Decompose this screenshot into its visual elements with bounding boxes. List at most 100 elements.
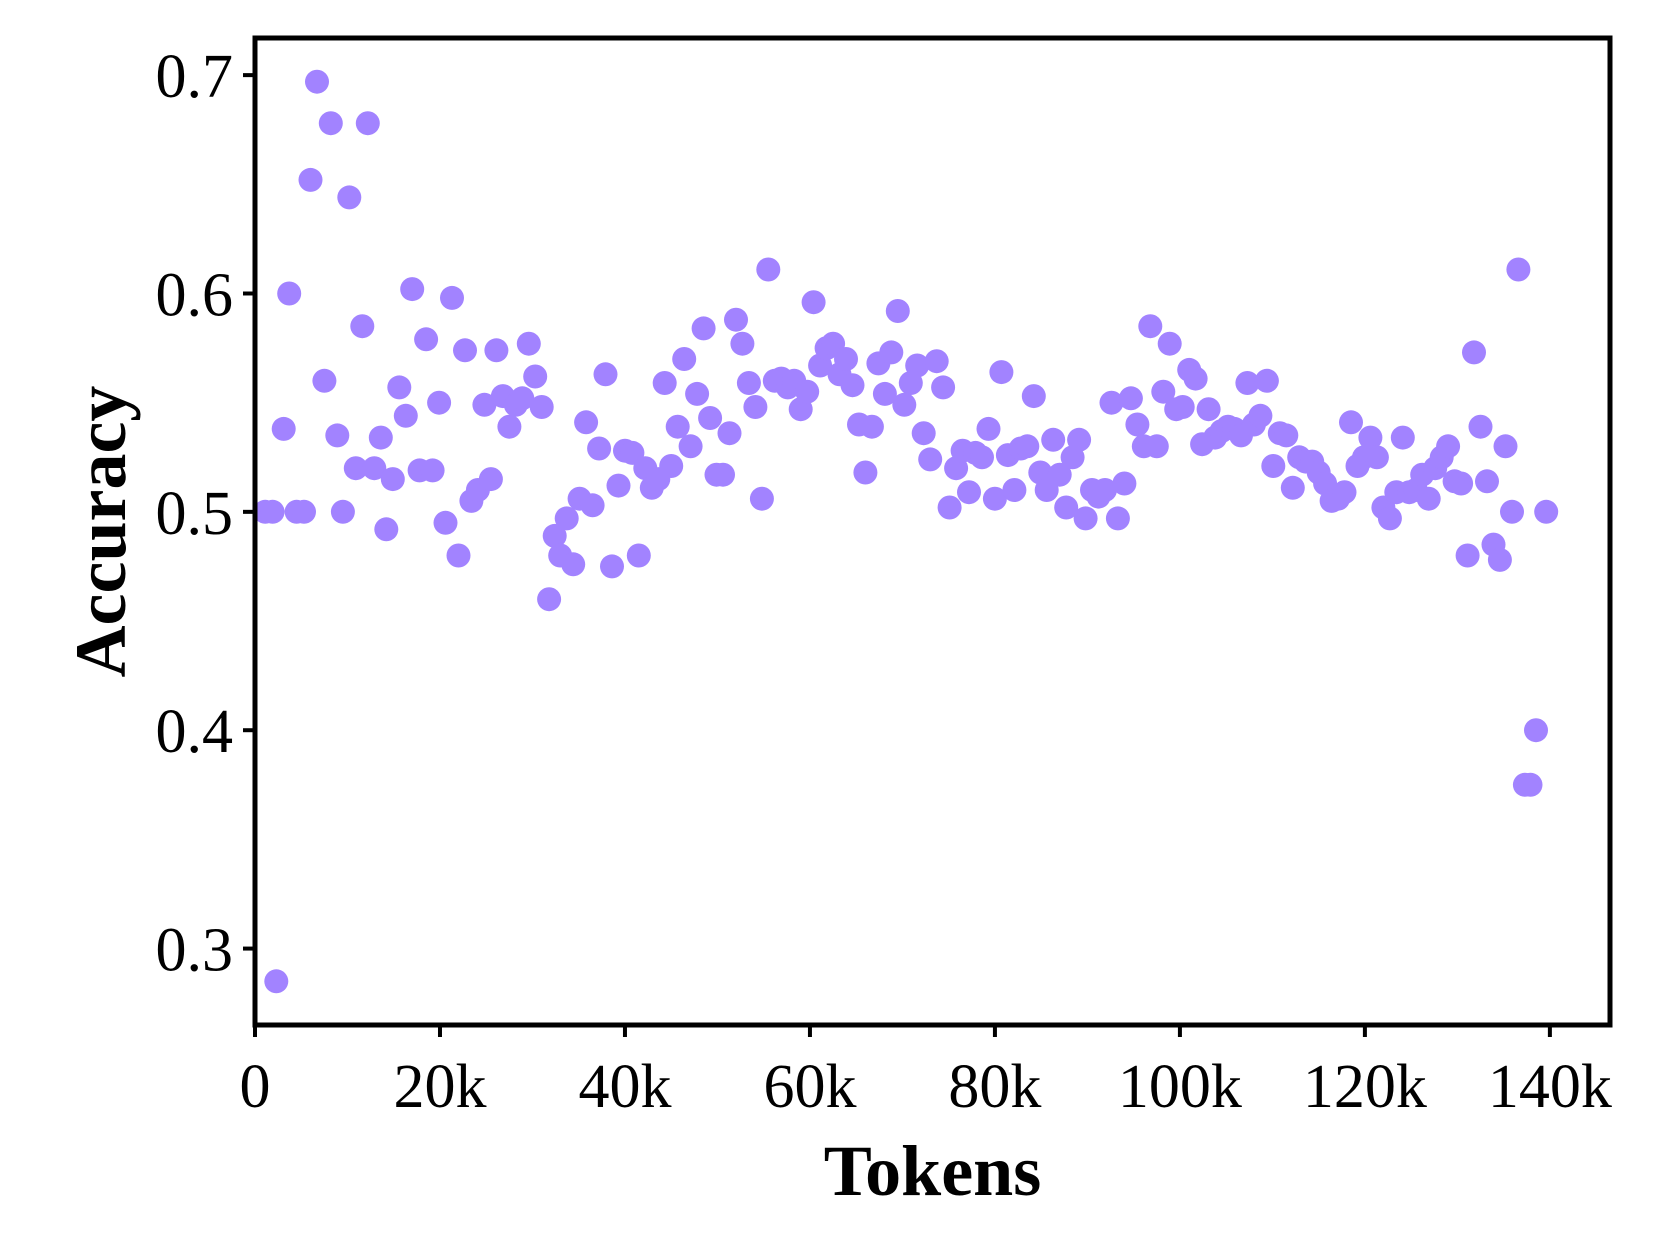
data-point bbox=[414, 327, 439, 352]
data-point bbox=[1151, 379, 1176, 404]
data-point bbox=[574, 410, 599, 435]
data-point bbox=[1390, 425, 1415, 450]
data-point bbox=[1462, 340, 1486, 365]
data-point bbox=[698, 406, 723, 430]
data-point bbox=[537, 587, 562, 612]
data-point bbox=[1358, 425, 1383, 450]
y-axis-title: Accuracy bbox=[61, 386, 141, 678]
data-point bbox=[453, 338, 477, 363]
data-point bbox=[478, 467, 503, 492]
data-point bbox=[678, 434, 703, 459]
data-point bbox=[652, 371, 677, 395]
data-point bbox=[1054, 495, 1079, 520]
x-tick-label: 40k bbox=[578, 1053, 671, 1121]
data-point bbox=[872, 381, 897, 406]
data-point bbox=[905, 353, 930, 378]
data-point bbox=[885, 299, 910, 323]
data-point bbox=[892, 392, 917, 417]
data-point bbox=[1339, 410, 1363, 435]
data-point bbox=[298, 167, 323, 192]
data-point bbox=[343, 456, 368, 481]
data-point bbox=[305, 69, 329, 94]
data-point bbox=[393, 403, 418, 428]
data-point bbox=[1118, 386, 1143, 411]
data-point bbox=[497, 414, 522, 439]
data-point bbox=[1002, 478, 1027, 502]
data-point bbox=[672, 347, 697, 371]
data-point bbox=[976, 416, 1001, 441]
data-point bbox=[1506, 257, 1531, 282]
data-point bbox=[859, 414, 884, 439]
data-point bbox=[1455, 543, 1480, 568]
data-point bbox=[1144, 434, 1169, 459]
data-point bbox=[801, 290, 826, 315]
data-point bbox=[795, 379, 820, 404]
data-point bbox=[350, 314, 375, 339]
data-point bbox=[264, 969, 289, 994]
x-tick-label: 0 bbox=[240, 1053, 271, 1121]
data-point bbox=[1183, 366, 1208, 391]
data-point bbox=[1261, 454, 1286, 478]
data-point bbox=[554, 506, 579, 531]
data-point bbox=[380, 467, 405, 492]
x-tick-label: 120k bbox=[1303, 1053, 1427, 1121]
data-point bbox=[853, 460, 878, 485]
data-point bbox=[1364, 445, 1389, 470]
data-point bbox=[1280, 475, 1305, 500]
data-point bbox=[736, 371, 761, 395]
data-point bbox=[484, 338, 509, 363]
data-point bbox=[1475, 469, 1499, 494]
data-point bbox=[1493, 434, 1518, 459]
data-point bbox=[717, 421, 742, 446]
data-point bbox=[626, 543, 651, 568]
data-point bbox=[325, 423, 350, 448]
data-point bbox=[400, 277, 425, 302]
y-axis-ticks: 0.3 0.4 0.5 0.6 0.7 bbox=[156, 43, 255, 985]
x-tick-label: 80k bbox=[948, 1053, 1041, 1121]
data-point bbox=[957, 480, 981, 505]
data-point bbox=[724, 307, 748, 332]
data-point bbox=[587, 436, 612, 461]
plot-area-frame bbox=[252, 35, 1613, 1028]
data-point bbox=[1073, 506, 1098, 531]
data-point bbox=[1093, 478, 1117, 502]
data-point bbox=[918, 447, 943, 472]
data-point bbox=[510, 386, 535, 411]
data-point bbox=[277, 281, 302, 306]
data-point bbox=[1157, 331, 1182, 356]
data-point bbox=[743, 395, 768, 419]
data-point bbox=[1449, 471, 1474, 496]
data-point bbox=[427, 390, 452, 415]
data-point bbox=[1041, 427, 1066, 452]
data-point bbox=[1377, 506, 1402, 531]
data-point bbox=[1125, 412, 1150, 437]
data-point bbox=[756, 257, 781, 282]
data-point bbox=[440, 285, 464, 310]
data-point bbox=[1254, 368, 1279, 393]
data-point bbox=[1468, 414, 1493, 439]
data-point bbox=[1015, 434, 1040, 459]
y-tick-label: 0.5 bbox=[156, 480, 234, 548]
x-axis-title: Tokens bbox=[824, 1131, 1041, 1211]
y-tick-label: 0.4 bbox=[156, 698, 234, 766]
data-point bbox=[318, 111, 343, 136]
data-point bbox=[879, 340, 904, 365]
data-point bbox=[749, 486, 774, 511]
data-point bbox=[362, 456, 387, 481]
data-point bbox=[1416, 486, 1441, 511]
data-point bbox=[446, 543, 471, 568]
data-point bbox=[1235, 371, 1260, 395]
data-point bbox=[1534, 499, 1559, 524]
y-tick-label: 0.6 bbox=[156, 261, 234, 329]
data-point bbox=[937, 495, 962, 520]
data-point bbox=[1524, 718, 1548, 743]
y-tick-label: 0.3 bbox=[156, 917, 234, 985]
data-point bbox=[593, 362, 618, 387]
data-point bbox=[982, 486, 1007, 511]
data-point bbox=[472, 392, 497, 417]
data-point bbox=[529, 395, 554, 419]
data-point bbox=[1436, 434, 1461, 459]
data-point bbox=[1105, 506, 1130, 531]
data-point bbox=[1518, 772, 1543, 797]
